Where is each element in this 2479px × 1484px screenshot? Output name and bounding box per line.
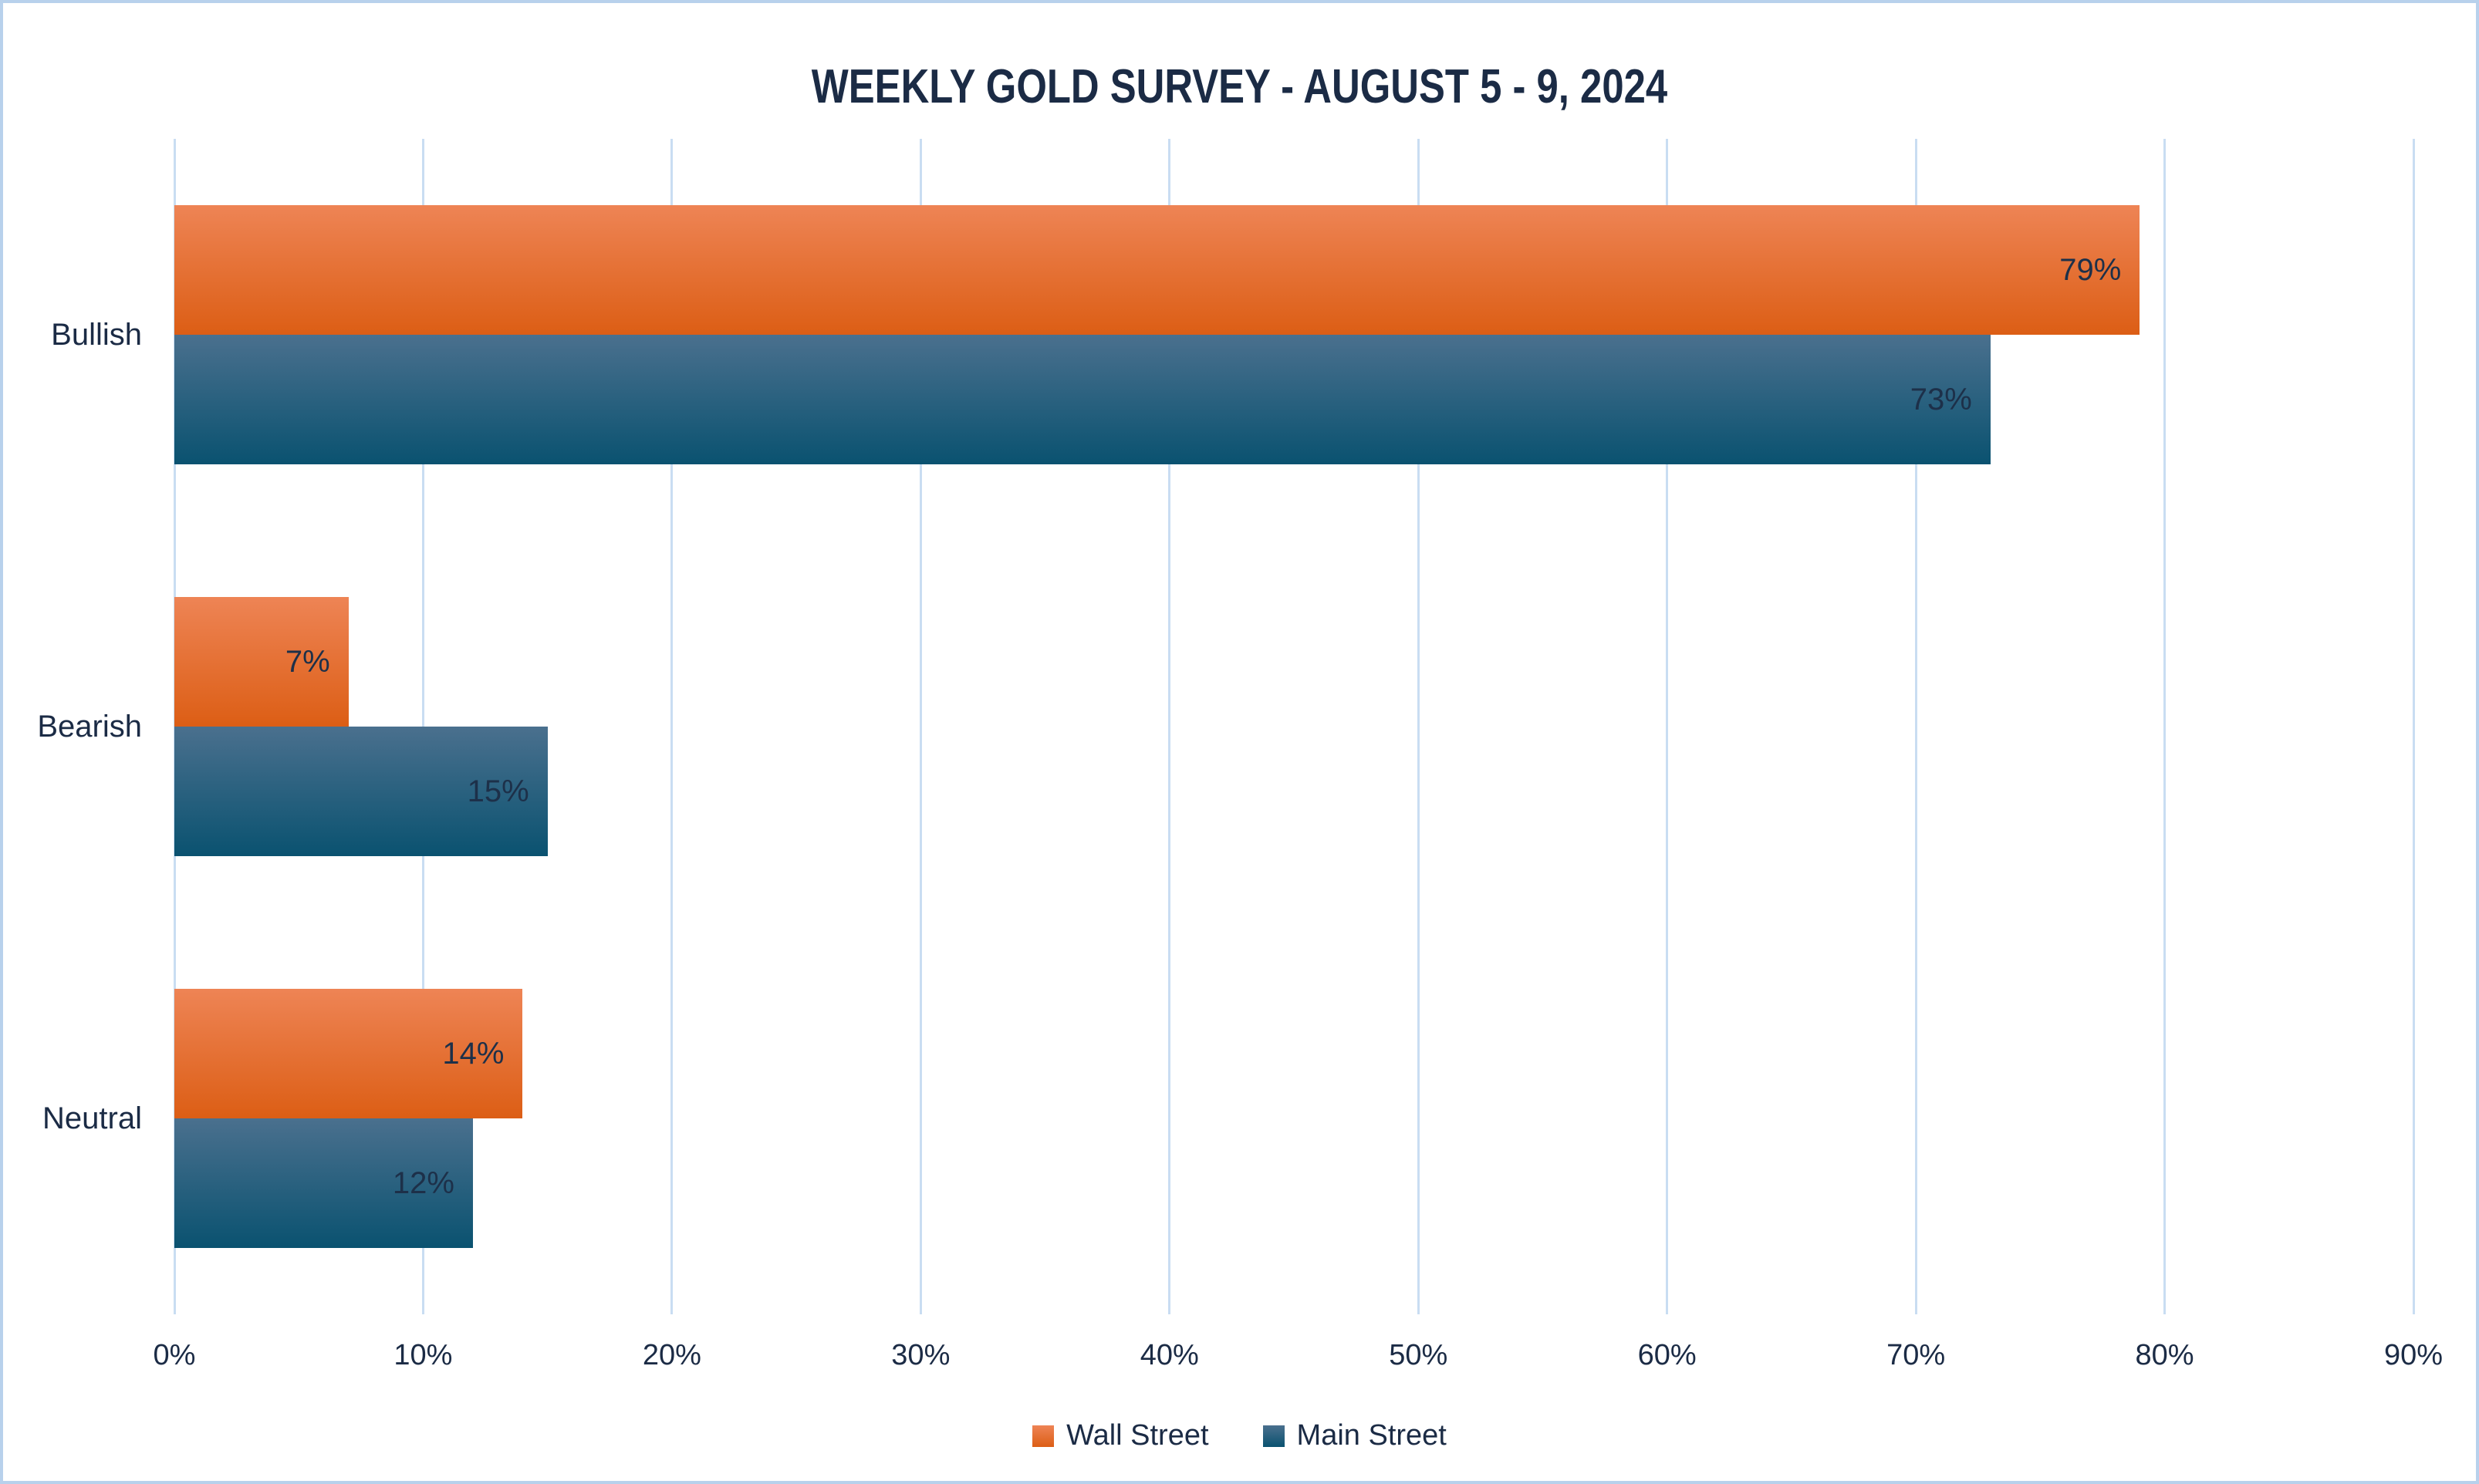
main-street-swatch-icon <box>1262 1425 1285 1447</box>
gridline-80 <box>2163 139 2167 1314</box>
x-tick-label-40: 40% <box>1140 1339 1199 1371</box>
x-tick-label-80: 80% <box>2135 1339 2194 1371</box>
x-tick-label-90: 90% <box>2383 1339 2444 1371</box>
x-tick-label-0: 0% <box>153 1339 196 1371</box>
x-tick-label-30: 30% <box>891 1339 951 1371</box>
x-tick-label-70: 70% <box>1886 1339 1946 1371</box>
wall-street-swatch-icon <box>1032 1425 1055 1447</box>
wall-street-bar-bearish: 7% <box>174 597 349 727</box>
gridline-40 <box>1168 139 1171 1314</box>
x-tick-label-10: 10% <box>393 1339 453 1371</box>
plot-area: 79% 73% 7% 15% 14% 12% <box>173 139 2415 1314</box>
gridline-50 <box>1417 139 1420 1314</box>
category-label-bullish: Bullish <box>51 317 142 352</box>
category-axis: Bullish Bearish Neutral <box>3 139 142 1314</box>
category-label-bearish: Bearish <box>37 709 142 744</box>
gridline-60 <box>1666 139 1669 1314</box>
gridline-20 <box>670 139 674 1314</box>
chart-title-text: WEEKLY GOLD SURVEY - AUGUST 5 - 9, 2024 <box>811 60 1668 113</box>
legend-item-wall-street: Wall Street <box>1032 1419 1209 1452</box>
wall-street-bar-neutral: 14% <box>174 989 523 1118</box>
gridline-70 <box>1914 139 1917 1314</box>
gridline-90 <box>2412 139 2415 1314</box>
legend: Wall Street Main Street <box>3 1419 2476 1452</box>
x-tick-label-50: 50% <box>1389 1339 1448 1371</box>
x-tick-label-20: 20% <box>642 1339 701 1371</box>
legend-label-main-street: Main Street <box>1296 1419 1447 1452</box>
bar-value-label: 79% <box>2059 252 2122 287</box>
x-tick-label-60: 60% <box>1637 1339 1697 1371</box>
legend-item-main-street: Main Street <box>1262 1419 1447 1452</box>
main-street-bar-bearish: 15% <box>174 727 548 856</box>
wall-street-bar-bullish: 79% <box>174 205 2140 335</box>
main-street-bar-neutral: 12% <box>174 1118 473 1248</box>
bar-value-label: 14% <box>442 1036 505 1071</box>
bar-value-label: 73% <box>1910 382 1972 417</box>
main-street-bar-bullish: 73% <box>174 335 1991 464</box>
chart-title: WEEKLY GOLD SURVEY - AUGUST 5 - 9, 2024 <box>3 63 2476 111</box>
category-label-neutral: Neutral <box>42 1101 142 1135</box>
bar-value-label: 12% <box>392 1165 454 1200</box>
x-axis: 0% 10% 20% 30% 40% 50% 60% 70% 80% 90% <box>154 1339 2443 1378</box>
legend-label-wall-street: Wall Street <box>1066 1419 1209 1452</box>
gridline-30 <box>919 139 922 1314</box>
bar-value-label: 15% <box>467 774 529 808</box>
bar-value-label: 7% <box>285 644 330 679</box>
